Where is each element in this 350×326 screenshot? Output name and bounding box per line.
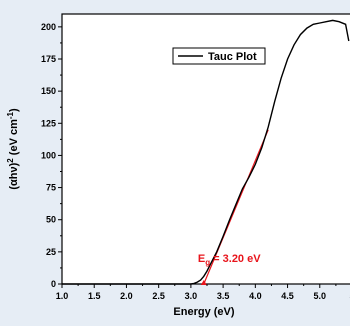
tauc-curve — [190, 19, 350, 285]
x-tick-label: 1.5 — [88, 291, 101, 301]
legend-box — [172, 47, 266, 65]
annotation-subscript: g — [205, 258, 210, 267]
ylabel-unit: (eV cm — [8, 119, 20, 158]
y-tick-label: 0 — [51, 279, 56, 289]
y-axis-label: (αhν)2 (eV cm-1) — [6, 108, 20, 190]
x-tick-label: 5.0 — [314, 291, 327, 301]
legend: Tauc Plot — [172, 47, 266, 65]
annotation-rest: = 3.20 eV — [210, 253, 261, 265]
x-axis-label: Energy (eV) — [173, 306, 234, 318]
y-tick-label: 100 — [41, 150, 56, 160]
x-tick-label: 1.0 — [56, 291, 69, 301]
ylabel-sup2: -1 — [6, 111, 15, 119]
bandgap-annotation: Eg = 3.20 eV — [198, 253, 261, 267]
y-tick-label: 25 — [46, 247, 56, 257]
y-tick-label: 175 — [41, 54, 56, 64]
x-tick-label: 3.5 — [217, 291, 230, 301]
x-tick-label: 4.5 — [281, 291, 294, 301]
ylabel-close: ) — [8, 108, 20, 112]
y-tick-label: 150 — [41, 86, 56, 96]
ylabel-base: (αhν) — [8, 162, 20, 189]
y-tick-label: 50 — [46, 215, 56, 225]
x-axis: 1.01.52.02.53.03.54.04.55.05 — [56, 284, 350, 301]
y-tick-label: 125 — [41, 118, 56, 128]
y-tick-label: 75 — [46, 183, 56, 193]
x-tick-label: 3.0 — [185, 291, 198, 301]
y-tick-label: 200 — [41, 22, 56, 32]
legend-label: Tauc Plot — [208, 51, 257, 63]
y-axis: 0 25 50 75 100 125 150 175 200 — [41, 22, 62, 289]
x-tick-label: 4.0 — [249, 291, 262, 301]
bandgap-marker — [200, 280, 207, 285]
x-tick-label: 2.0 — [120, 291, 133, 301]
x-tick-label: 2.5 — [152, 291, 165, 301]
linear-fit-line — [203, 129, 269, 285]
ylabel-sup1: 2 — [6, 158, 15, 163]
annotation-base: E — [198, 253, 205, 265]
